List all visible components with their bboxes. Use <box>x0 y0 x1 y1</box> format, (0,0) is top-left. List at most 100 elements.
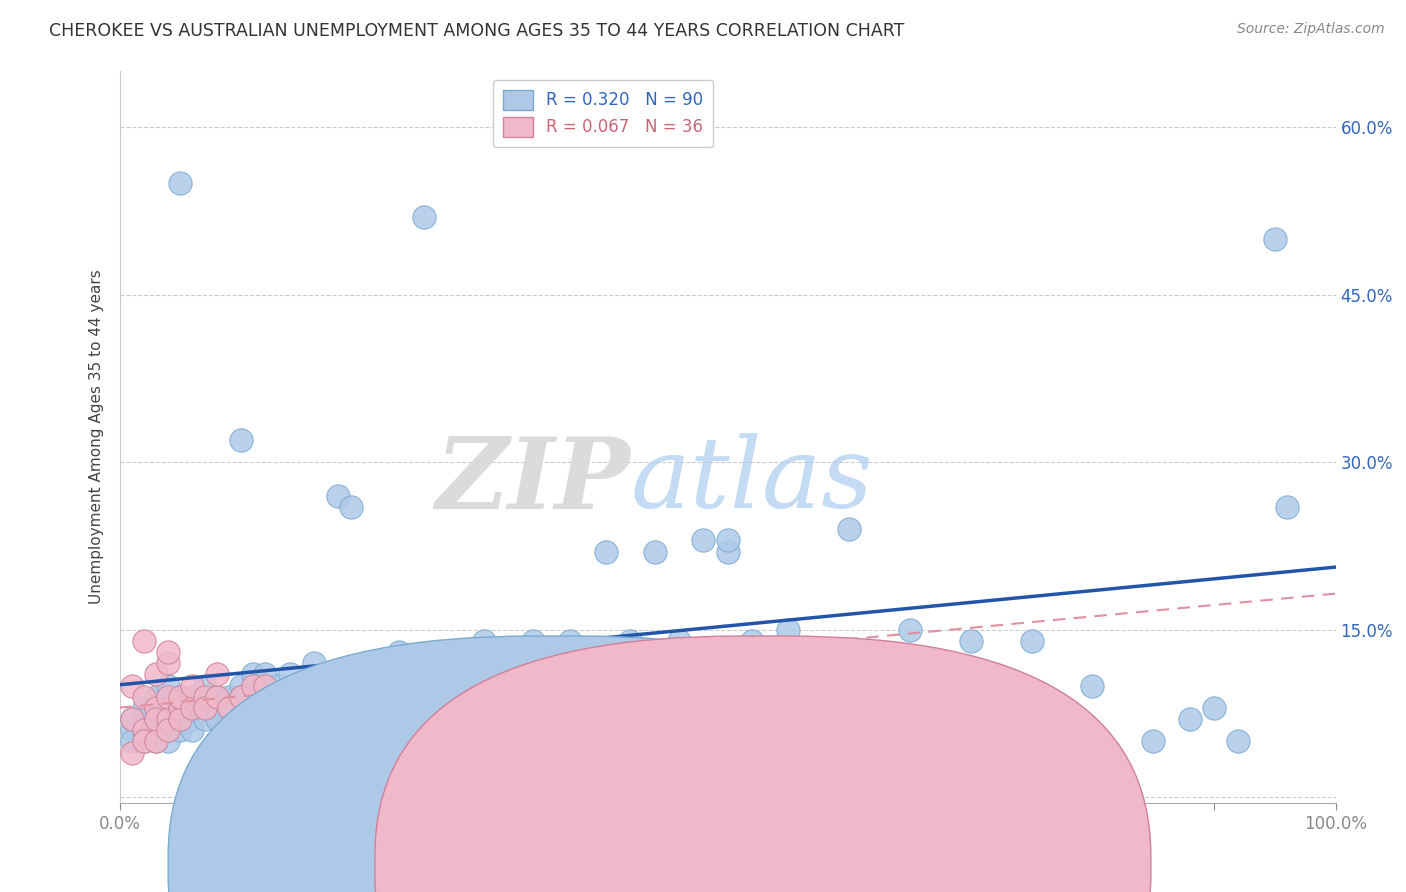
Point <box>472 633 496 648</box>
Point <box>169 701 191 715</box>
Point <box>364 657 387 671</box>
Point <box>157 712 180 726</box>
Point <box>571 657 593 671</box>
Point <box>231 433 253 447</box>
Point <box>157 679 180 693</box>
Point <box>1178 712 1201 726</box>
Point <box>169 690 191 704</box>
FancyBboxPatch shape <box>375 636 1152 892</box>
Point <box>194 712 217 726</box>
Point <box>242 679 264 693</box>
Point <box>132 633 155 648</box>
Point <box>1264 232 1286 246</box>
Point <box>218 701 240 715</box>
Text: atlas: atlas <box>630 434 873 529</box>
Point <box>838 522 860 536</box>
Point <box>717 544 740 558</box>
Point <box>375 667 398 681</box>
Point <box>231 690 253 704</box>
Point <box>132 734 155 748</box>
Point <box>181 701 204 715</box>
Point <box>169 723 191 738</box>
Point <box>205 701 228 715</box>
Point <box>205 690 228 704</box>
Point <box>194 701 217 715</box>
Point <box>132 701 155 715</box>
Text: CHEROKEE VS AUSTRALIAN UNEMPLOYMENT AMONG AGES 35 TO 44 YEARS CORRELATION CHART: CHEROKEE VS AUSTRALIAN UNEMPLOYMENT AMON… <box>49 22 904 40</box>
Point <box>121 712 143 726</box>
Point <box>121 723 143 738</box>
Point <box>254 667 277 681</box>
Point <box>1275 500 1298 514</box>
Point <box>461 667 484 681</box>
Point <box>546 645 568 659</box>
Point <box>1081 679 1104 693</box>
Point <box>157 712 180 726</box>
Point <box>157 645 180 659</box>
Point <box>169 712 191 726</box>
Text: Australians: Australians <box>794 856 880 871</box>
Point <box>145 701 167 715</box>
Point <box>534 657 557 671</box>
Point <box>315 690 337 704</box>
Point <box>205 690 228 704</box>
Point <box>595 544 617 558</box>
Point <box>717 533 740 548</box>
Point <box>194 690 217 704</box>
Point <box>619 633 641 648</box>
Point <box>425 645 447 659</box>
Point <box>498 645 520 659</box>
Point <box>169 701 191 715</box>
Point <box>132 734 155 748</box>
Point <box>254 679 277 693</box>
Point <box>132 723 155 738</box>
Point <box>145 712 167 726</box>
Point <box>157 723 180 738</box>
Point <box>959 633 981 648</box>
Point <box>412 679 434 693</box>
Point <box>449 645 471 659</box>
Point <box>145 690 167 704</box>
Y-axis label: Unemployment Among Ages 35 to 44 years: Unemployment Among Ages 35 to 44 years <box>89 269 104 605</box>
Point <box>741 633 763 648</box>
Point <box>692 533 714 548</box>
Text: ZIP: ZIP <box>436 433 630 529</box>
Text: Cherokee: Cherokee <box>588 856 661 871</box>
Point <box>157 723 180 738</box>
Point <box>157 657 180 671</box>
Point <box>157 701 180 715</box>
Point <box>231 679 253 693</box>
Point <box>132 712 155 726</box>
Point <box>278 667 301 681</box>
Point <box>352 679 374 693</box>
Point <box>218 701 240 715</box>
Point <box>1227 734 1250 748</box>
Point <box>145 723 167 738</box>
Point <box>1204 701 1226 715</box>
Point <box>401 657 423 671</box>
Point <box>242 667 264 681</box>
Point <box>388 645 411 659</box>
Point <box>1142 734 1164 748</box>
Point <box>169 176 191 190</box>
Point <box>254 690 277 704</box>
Point <box>194 701 217 715</box>
Point <box>291 679 314 693</box>
Point <box>145 734 167 748</box>
Point <box>582 645 605 659</box>
Point <box>522 633 544 648</box>
Point <box>352 667 374 681</box>
Point <box>145 667 167 681</box>
Point <box>205 712 228 726</box>
Point <box>121 679 143 693</box>
Point <box>534 657 557 671</box>
Point <box>181 723 204 738</box>
Point <box>145 712 167 726</box>
Point <box>132 723 155 738</box>
Point <box>412 210 434 224</box>
Point <box>1021 633 1043 648</box>
Point <box>194 679 217 693</box>
Point <box>121 746 143 760</box>
Legend: R = 0.320   N = 90, R = 0.067   N = 36: R = 0.320 N = 90, R = 0.067 N = 36 <box>492 79 713 147</box>
Point <box>328 489 350 503</box>
